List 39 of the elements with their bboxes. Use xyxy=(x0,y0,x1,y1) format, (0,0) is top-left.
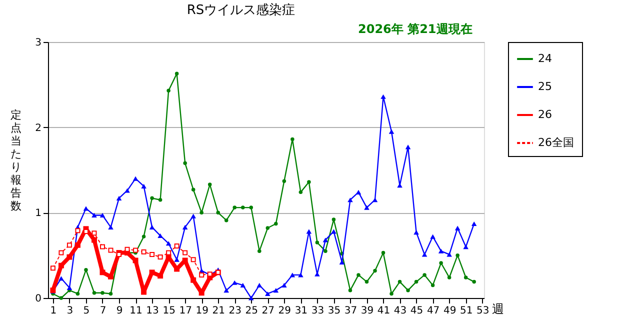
x-tick-label: 39 xyxy=(360,306,374,316)
x-tick-label: 29 xyxy=(278,306,292,316)
x-tick-label: 43 xyxy=(394,306,407,316)
x-tick-label: 17 xyxy=(179,306,192,316)
x-tick-label: 49 xyxy=(443,306,456,316)
x-tick-label: 11 xyxy=(130,306,142,316)
y-axis-title: 定点当たり報告数 xyxy=(10,108,22,212)
x-tick-label: 31 xyxy=(294,306,308,316)
x-tick-label: 41 xyxy=(377,306,390,316)
chart-title: RSウイルス感染症 xyxy=(186,3,296,18)
x-tick-label: 13 xyxy=(146,306,159,316)
x-tick-label: 47 xyxy=(426,306,440,316)
x-tick-label: 53 xyxy=(476,306,490,316)
x-tick-label: 35 xyxy=(328,306,341,316)
x-tick-label: 21 xyxy=(212,306,225,316)
x-tick-label: 3 xyxy=(66,306,74,316)
x-tick-label: 1 xyxy=(50,306,57,316)
legend-label: 26全国 xyxy=(538,136,574,149)
x-tick-label: 23 xyxy=(228,306,242,316)
legend-label: 26 xyxy=(538,108,552,121)
x-axis-title: 週 xyxy=(492,302,504,316)
y-tick-label: 3 xyxy=(35,38,42,48)
x-tick-label: 27 xyxy=(262,306,275,316)
y-tick-label: 1 xyxy=(35,208,42,220)
legend-label: 25 xyxy=(538,80,552,93)
x-tick-label: 33 xyxy=(311,306,324,316)
legend-label: 24 xyxy=(538,52,552,65)
y-tick-label: 2 xyxy=(35,122,42,134)
x-tick-label: 25 xyxy=(245,306,258,316)
x-tick-label: 9 xyxy=(116,306,123,316)
x-tick-label: 7 xyxy=(100,306,106,316)
x-tick-label: 5 xyxy=(83,306,90,316)
y-tick-label: 0 xyxy=(35,294,42,304)
x-tick-label: 45 xyxy=(410,306,424,316)
chart-subtitle: 2026年 第21週現在 xyxy=(358,22,472,36)
x-tick-label: 19 xyxy=(196,306,208,316)
x-tick-label: 15 xyxy=(162,306,176,316)
x-tick-label: 37 xyxy=(344,306,358,316)
x-tick-label: 51 xyxy=(460,306,473,316)
